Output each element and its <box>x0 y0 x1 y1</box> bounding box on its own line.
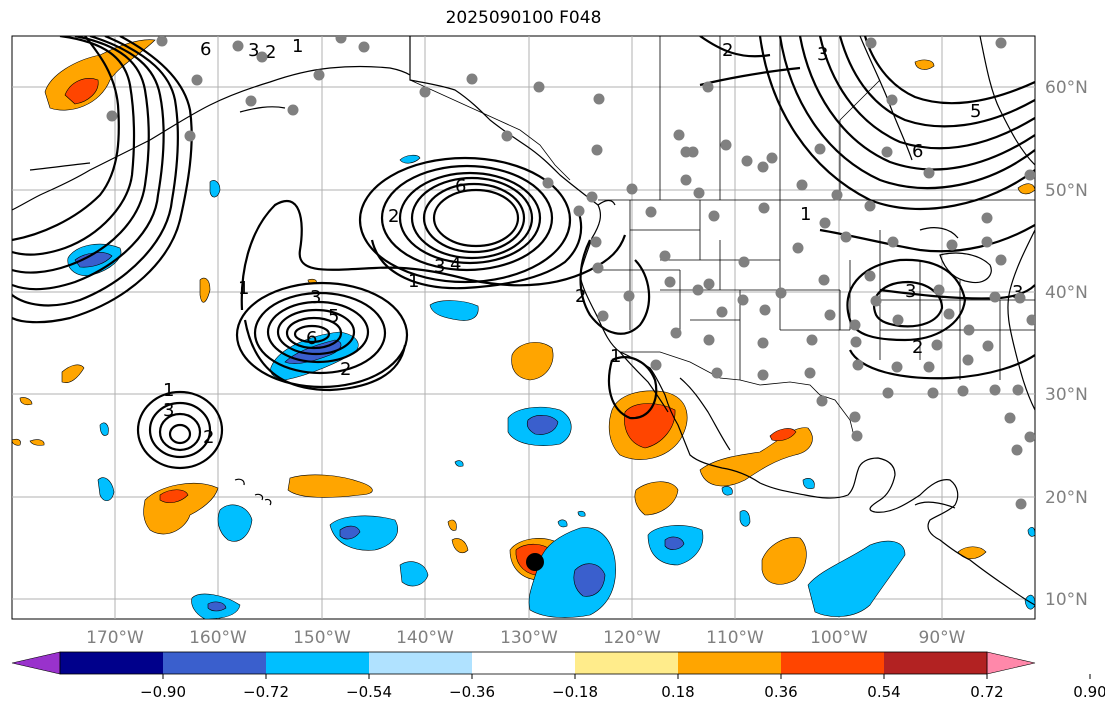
colorbar: −0.90 −0.72 −0.54 −0.36 −0.18 0.18 0.36 0.54 0.7… <box>11 651 1105 701</box>
contour-label: 1 <box>238 278 249 299</box>
lon-label-110w: 110°W <box>706 628 764 648</box>
colorbar-segment <box>266 652 370 674</box>
latitude-labels: 60°N 50°N 40°N 30°N 20°N 10°N <box>1045 78 1088 610</box>
contour-label: 6 <box>912 141 923 162</box>
lat-label-40n: 40°N <box>1045 283 1088 303</box>
contour-labels: 1 2 3 6 1 3 5 6 2 1 2 3 4 6 2 1 1 3 2 2 … <box>163 36 1023 448</box>
shading-negative <box>67 154 1035 619</box>
contour-label: 3 <box>905 281 916 302</box>
contour-label: 1 <box>610 346 621 367</box>
lat-label-10n: 10°N <box>1045 590 1088 610</box>
colorbar-tick-label: 0.72 <box>970 683 1003 701</box>
lon-label-160w: 160°W <box>189 628 247 648</box>
contour-label: 6 <box>306 328 317 349</box>
colorbar-segment <box>60 652 164 674</box>
colorbar-tick-label: −0.54 <box>346 683 392 701</box>
lon-label-130w: 130°W <box>500 628 558 648</box>
contour-label: 1 <box>800 204 811 225</box>
contour-label: 6 <box>200 39 211 60</box>
contour-label: 5 <box>328 306 339 327</box>
contour-label: 1 <box>408 271 419 292</box>
lon-label-120w: 120°W <box>603 628 661 648</box>
contour-label: 1 <box>292 36 303 57</box>
colorbar-segment <box>781 652 885 674</box>
contour-label: 3 <box>163 400 174 421</box>
colorbar-max-extend <box>986 651 1036 675</box>
contour-label: 3 <box>310 287 321 308</box>
station-dots <box>106 36 1035 510</box>
contour-label: 1 <box>163 380 174 401</box>
contour-label: 3 <box>248 40 259 61</box>
colorbar-segment <box>163 652 267 674</box>
colorbar-outline <box>59 651 988 675</box>
colorbar-tick-label: −0.36 <box>449 683 495 701</box>
lon-label-100w: 100°W <box>810 628 868 648</box>
colorbar-segment <box>472 652 576 674</box>
colorbar-tick-label: 0.36 <box>764 683 797 701</box>
map-title: 2025090100 F048 <box>445 8 602 28</box>
lat-label-60n: 60°N <box>1045 78 1088 98</box>
contour-label: 3 <box>1012 282 1023 303</box>
lat-label-30n: 30°N <box>1045 385 1088 405</box>
contour-label: 5 <box>970 101 981 122</box>
longitude-labels: 170°W 160°W 150°W 140°W 130°W 120°W 110°… <box>86 628 966 648</box>
colorbar-segment <box>369 652 473 674</box>
lon-label-140w: 140°W <box>396 628 454 648</box>
contour-label: 2 <box>388 206 399 227</box>
lon-label-90w: 90°W <box>919 628 966 648</box>
contour-label: 2 <box>722 40 733 61</box>
colorbar-segment <box>678 652 782 674</box>
contour-label: 6 <box>455 176 466 197</box>
storm-center-marker <box>526 553 544 571</box>
colorbar-segment <box>575 652 679 674</box>
lon-label-150w: 150°W <box>293 628 351 648</box>
contour-label: 2 <box>912 337 923 358</box>
contour-label: 2 <box>340 359 351 380</box>
contour-label: 4 <box>450 254 461 275</box>
contour-lines <box>12 36 1035 470</box>
lat-label-20n: 20°N <box>1045 488 1088 508</box>
colorbar-tick-label: 0.18 <box>661 683 694 701</box>
coastlines <box>12 36 1035 606</box>
contour-label: 2 <box>203 427 214 448</box>
contour-label: 3 <box>817 44 828 65</box>
contour-label: 3 <box>434 256 445 277</box>
colorbar-tick-label: −0.18 <box>552 683 598 701</box>
contour-label: 2 <box>265 42 276 63</box>
lon-label-170w: 170°W <box>86 628 144 648</box>
colorbar-tick-label: −0.90 <box>140 683 186 701</box>
political-borders <box>409 36 1035 441</box>
contour-label: 2 <box>575 286 586 307</box>
colorbar-tick-label: −0.72 <box>243 683 289 701</box>
colorbar-tick-label: 0.90 <box>1073 683 1105 701</box>
lat-label-50n: 50°N <box>1045 181 1088 201</box>
colorbar-segment <box>884 652 988 674</box>
colorbar-min-extend <box>11 651 61 675</box>
colorbar-tick-label: 0.54 <box>867 683 900 701</box>
